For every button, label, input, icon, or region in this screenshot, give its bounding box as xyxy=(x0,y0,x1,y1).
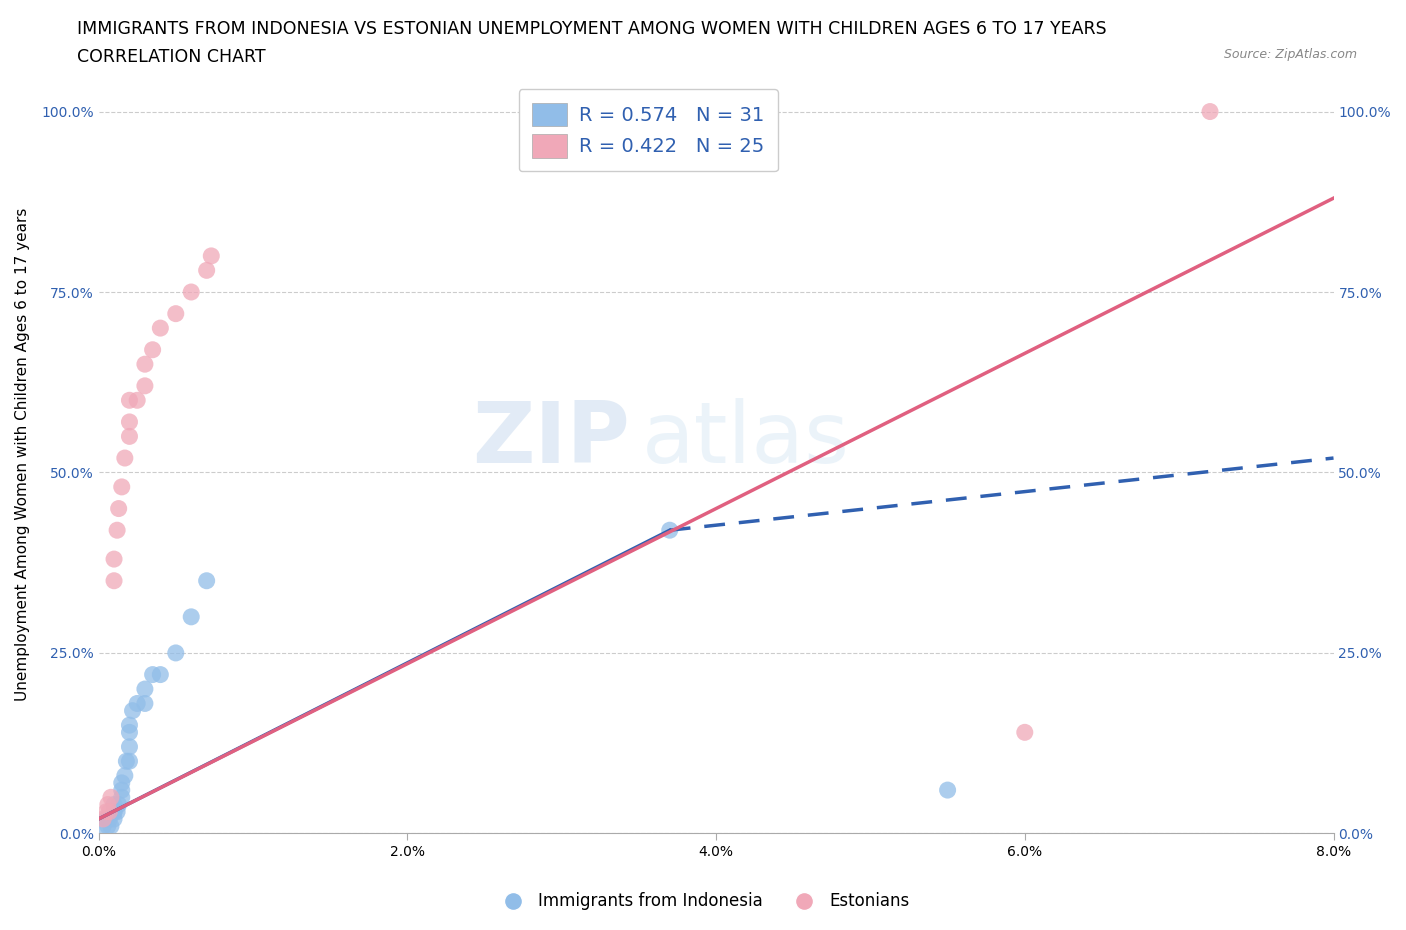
Text: ZIP: ZIP xyxy=(472,398,630,481)
Point xyxy=(114,451,136,466)
Point xyxy=(105,523,128,538)
Point xyxy=(100,790,122,804)
Point xyxy=(111,776,134,790)
Point xyxy=(91,812,114,827)
Text: IMMIGRANTS FROM INDONESIA VS ESTONIAN UNEMPLOYMENT AMONG WOMEN WITH CHILDREN AGE: IMMIGRANTS FROM INDONESIA VS ESTONIAN UN… xyxy=(77,20,1107,38)
Point xyxy=(134,379,156,393)
Point xyxy=(149,321,172,336)
Point xyxy=(165,645,187,660)
Point xyxy=(97,797,120,812)
Point xyxy=(98,812,121,827)
Point xyxy=(180,609,202,624)
Point xyxy=(107,501,129,516)
Point xyxy=(118,754,141,769)
Point xyxy=(134,696,156,711)
Y-axis label: Unemployment Among Women with Children Ages 6 to 17 years: Unemployment Among Women with Children A… xyxy=(15,207,30,701)
Point xyxy=(127,392,149,407)
Point xyxy=(118,392,141,407)
Point xyxy=(936,783,959,798)
Point xyxy=(134,357,156,372)
Point xyxy=(103,804,125,819)
Point xyxy=(98,804,121,819)
Point xyxy=(111,480,134,495)
Point xyxy=(165,306,187,321)
Point xyxy=(111,790,134,804)
Point xyxy=(118,415,141,430)
Point xyxy=(149,667,172,682)
Point xyxy=(142,342,165,357)
Point xyxy=(1014,724,1036,739)
Point xyxy=(97,818,120,833)
Point xyxy=(118,724,141,739)
Point xyxy=(103,804,125,819)
Text: atlas: atlas xyxy=(643,398,851,481)
Legend: R = 0.574   N = 31, R = 0.422   N = 25: R = 0.574 N = 31, R = 0.422 N = 25 xyxy=(519,89,778,171)
Text: CORRELATION CHART: CORRELATION CHART xyxy=(77,48,266,66)
Point xyxy=(103,797,125,812)
Point xyxy=(118,739,141,754)
Point xyxy=(103,573,125,588)
Point xyxy=(118,718,141,733)
Point xyxy=(200,248,222,263)
Point xyxy=(96,812,118,827)
Point xyxy=(103,812,125,827)
Point xyxy=(142,667,165,682)
Point xyxy=(195,263,218,278)
Point xyxy=(180,285,202,299)
Point xyxy=(121,703,143,718)
Point xyxy=(118,429,141,444)
Legend: Immigrants from Indonesia, Estonians: Immigrants from Indonesia, Estonians xyxy=(489,885,917,917)
Point xyxy=(100,818,122,833)
Point xyxy=(114,768,136,783)
Point xyxy=(1199,104,1222,119)
Point xyxy=(658,523,681,538)
Point xyxy=(96,804,118,819)
Point xyxy=(91,818,114,833)
Point xyxy=(127,696,149,711)
Point xyxy=(105,804,128,819)
Point xyxy=(115,754,138,769)
Point xyxy=(111,783,134,798)
Point xyxy=(103,551,125,566)
Point xyxy=(134,682,156,697)
Point xyxy=(195,573,218,588)
Text: Source: ZipAtlas.com: Source: ZipAtlas.com xyxy=(1223,48,1357,61)
Point xyxy=(107,797,129,812)
